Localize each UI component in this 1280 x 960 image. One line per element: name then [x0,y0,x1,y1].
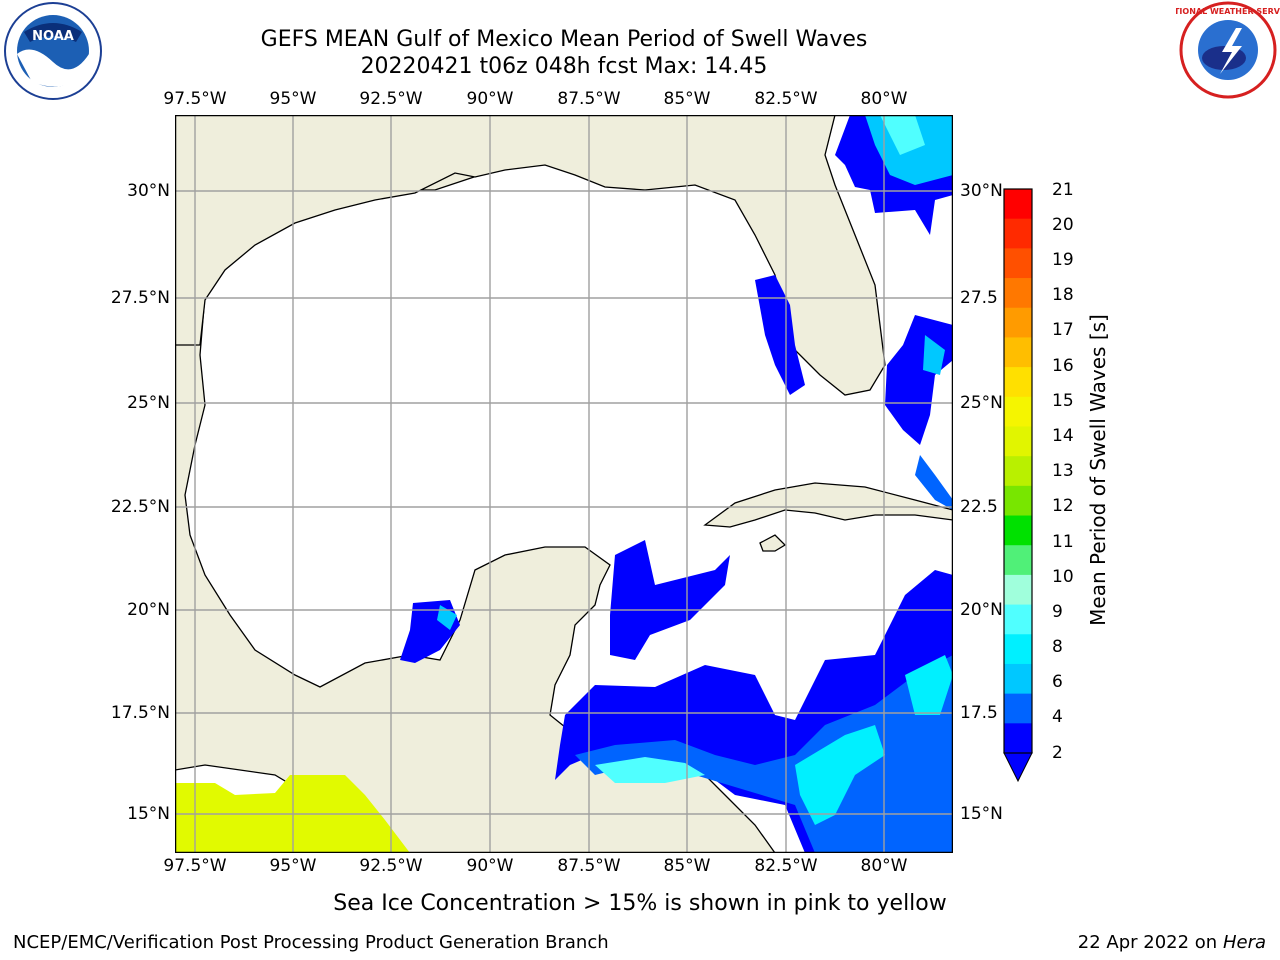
colorbar-tick: 6 [1052,672,1063,692]
chart-subtitle: 20220421 t06z 048h fcst Max: 14.45 [360,54,768,79]
lon-label-top: 85°W [663,89,711,109]
footer-host: Hera [1222,932,1266,953]
lat-label-left: 15°N [127,804,170,824]
colorbar-bin [1004,218,1032,249]
colorbar-tick: 10 [1052,567,1074,587]
lon-label-top: 92.5°W [359,89,423,109]
colorbar-bin [1004,248,1032,279]
lon-label-bottom: 95°W [269,856,317,876]
noaa-logo: NOAA [2,2,104,106]
colorbar-bin [1004,189,1032,220]
footer-date: 22 Apr 2022 on Hera [1078,932,1266,953]
colorbar-tick: 20 [1052,215,1074,235]
lon-label-top: 95°W [269,89,317,109]
colorbar-tick: 15 [1052,391,1074,411]
colorbar-tick: 21 [1052,180,1074,200]
caption-text: Sea Ice Concentration > 15% is shown in … [333,891,947,916]
lon-label-top: 87.5°W [557,89,621,109]
lon-label-top: 97.5°W [163,89,227,109]
footer-credit: NCEP/EMC/Verification Post Processing Pr… [13,932,609,953]
lon-label-bottom: 85°W [663,856,711,876]
lon-label-bottom: 80°W [860,856,908,876]
gridlines [175,115,953,853]
colorbar-tick: 17 [1052,320,1074,340]
svg-text:NOAA: NOAA [32,29,74,44]
lat-label-left: 25°N [127,393,170,413]
colorbar-bin [1004,693,1032,724]
colorbar-tick: 16 [1052,356,1074,376]
colorbar-tick: 8 [1052,637,1063,657]
colorbar-bin [1004,574,1032,606]
colorbar-tick: 14 [1052,426,1074,446]
colorbar-tick: 18 [1052,285,1074,305]
lon-label-top: 82.5°W [754,89,818,109]
colorbar-bin [1004,367,1032,398]
lat-label-right: 17.5 [960,703,998,723]
lat-label-right: 20°N [960,600,1003,620]
lon-label-bottom: 90°W [466,856,514,876]
lat-label-left: 30°N [127,181,170,201]
colorbar-bin [1004,307,1032,338]
colorbar-bin [1004,604,1032,635]
colorbar-bin [1004,545,1032,576]
colorbar-tick: 12 [1052,496,1074,516]
lat-label-right: 25°N [960,393,1003,413]
svg-text:NATIONAL WEATHER SERVICE: NATIONAL WEATHER SERVICE [1176,7,1280,16]
land-island [759,534,787,552]
colorbar-bin [1004,634,1032,665]
land-us-florida [175,115,886,396]
lat-label-left: 22.5°N [110,497,170,517]
lat-label-left: 27.5°N [110,288,170,308]
sea-ice-caption: Sea Ice Concentration > 15% is shown in … [0,891,1280,916]
colorbar-bin [1004,515,1032,546]
colorbar-tick: 11 [1052,532,1074,552]
colorbar-bin [1004,337,1032,368]
colorbar-bins [1004,189,1032,754]
nws-logo: NATIONAL WEATHER SERVICE [1162,0,1280,104]
lon-label-top: 80°W [860,89,908,109]
lon-label-bottom: 92.5°W [359,856,423,876]
colorbar-bin [1004,426,1032,457]
colorbar-tick: 13 [1052,461,1074,481]
colorbar-bin [1004,723,1032,754]
colorbar-bin [1004,278,1032,309]
map-panel [175,115,953,853]
lon-label-bottom: 82.5°W [754,856,818,876]
colorbar [996,185,1042,789]
chart-title: GEFS MEAN Gulf of Mexico Mean Period of … [260,27,868,52]
colorbar-bin [1004,456,1032,487]
colorbar-bin [1004,396,1032,427]
lon-label-top: 90°W [466,89,514,109]
colorbar-tick: 9 [1052,602,1063,622]
swell-field [400,115,953,853]
lat-label-right: 15°N [960,804,1003,824]
footer-date-text: 22 Apr 2022 on [1077,932,1223,953]
lon-label-bottom: 97.5°W [163,856,227,876]
colorbar-label: Mean Period of Swell Waves [s] [1086,314,1110,626]
colorbar-bin [1004,485,1032,517]
lat-label-right: 30°N [960,181,1003,201]
lat-label-left: 20°N [127,600,170,620]
colorbar-tick: 4 [1052,707,1063,727]
land-cuba [703,482,953,528]
lat-label-right: 27.5 [960,288,998,308]
colorbar-bin [1004,663,1032,695]
colorbar-tick: 2 [1052,743,1063,763]
colorbar-tick: 19 [1052,250,1074,270]
lat-label-left: 17.5°N [110,703,170,723]
colorbar-extend-min [1003,752,1033,783]
lat-label-right: 22.5 [960,497,998,517]
lon-label-bottom: 87.5°W [557,856,621,876]
